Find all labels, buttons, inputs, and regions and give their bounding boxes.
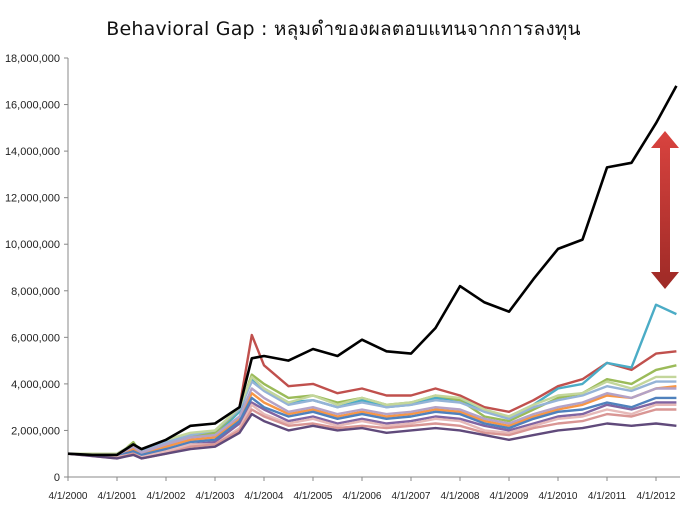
gap-arrow bbox=[651, 131, 679, 289]
series-line-6 bbox=[67, 396, 677, 458]
series-line-11 bbox=[67, 412, 677, 460]
y-tick-label: 6,000,000 bbox=[11, 332, 60, 344]
x-tick-label: 4/1/2010 bbox=[539, 491, 578, 502]
y-tick-label: 10,000,000 bbox=[5, 239, 60, 251]
series-line-4 bbox=[67, 385, 677, 458]
x-tick-label: 4/1/2005 bbox=[294, 491, 333, 502]
series-line-7 bbox=[67, 403, 677, 459]
x-tick-label: 4/1/2001 bbox=[98, 491, 137, 502]
series-line-3 bbox=[68, 380, 677, 455]
x-tick-label: 4/1/2000 bbox=[49, 491, 88, 502]
x-tick-label: 4/1/2006 bbox=[343, 491, 382, 502]
x-tick-label: 4/1/2009 bbox=[490, 491, 529, 502]
y-tick-label: 16,000,000 bbox=[5, 100, 60, 112]
x-tick-label: 4/1/2004 bbox=[245, 491, 284, 502]
y-tick-label: 14,000,000 bbox=[5, 146, 60, 158]
series-line-12 bbox=[67, 85, 678, 457]
chart-title: Behavioral Gap : หลุมดำของผลตอบแทนจากการ… bbox=[106, 18, 581, 40]
y-tick-label: 4,000,000 bbox=[11, 379, 60, 391]
x-tick-label: 4/1/2012 bbox=[637, 491, 676, 502]
x-tick-label: 4/1/2011 bbox=[588, 491, 627, 502]
y-tick-label: 2,000,000 bbox=[11, 425, 60, 437]
series-line-8 bbox=[67, 387, 677, 457]
y-tick-label: 12,000,000 bbox=[5, 193, 60, 205]
y-tick-label: 8,000,000 bbox=[11, 286, 60, 298]
y-tick-label: 18,000,000 bbox=[5, 53, 60, 65]
x-tick-label: 4/1/2003 bbox=[196, 491, 235, 502]
x-tick-label: 4/1/2007 bbox=[392, 491, 431, 502]
series-line-1 bbox=[67, 303, 677, 458]
y-tick-label: 0 bbox=[54, 472, 60, 484]
x-tick-label: 4/1/2002 bbox=[147, 491, 186, 502]
x-tick-label: 4/1/2008 bbox=[441, 491, 480, 502]
